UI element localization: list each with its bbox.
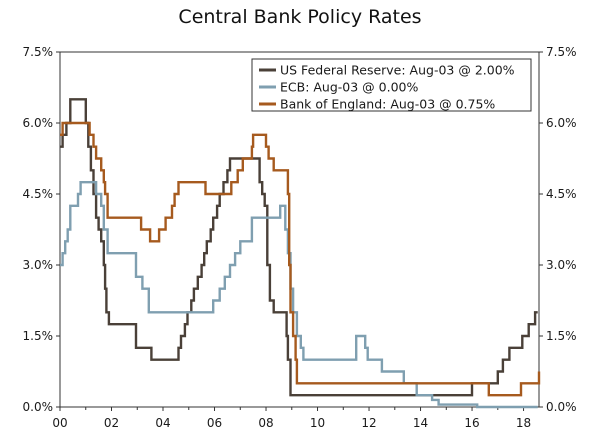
x-tick-label: 02 [104,416,119,430]
x-tick-label: 04 [155,416,170,430]
x-tick-label: 16 [464,416,479,430]
x-tick-label: 08 [258,416,273,430]
y-tick-label-left: 7.5% [23,45,54,59]
y-tick-label-left: 0.0% [23,400,54,414]
x-tick-label: 12 [361,416,376,430]
y-tick-label-right: 3.0% [546,258,577,272]
axis-ticks: 0.0% 0.0% 1.5% 1.5% 3.0% 3.0% 4.5% 4.5% 6.0% 6.0%… [23,45,577,430]
x-tick-label: 00 [52,416,67,430]
y-tick-label-right: 0.0% [546,400,577,414]
series-line-bank-of-england [60,121,541,397]
legend-label: US Federal Reserve: Aug-03 @ 2.00% [280,63,515,78]
series-line-ecb [60,181,538,409]
plot-frame [59,51,540,408]
x-tick-label: 14 [413,416,428,430]
y-tick-label-left: 6.0% [23,116,54,130]
legend-box [251,58,532,112]
y-tick-label-left: 1.5% [23,329,54,343]
legend: US Federal Reserve: Aug-03 @ 2.00% ECB: A… [251,58,532,112]
legend-label: Bank of England: Aug-03 @ 0.75% [280,97,495,112]
series-lines [60,98,541,409]
y-tick-label-left: 4.5% [23,187,54,201]
y-tick-label-right: 4.5% [546,187,577,201]
chart-title: Central Bank Policy Rates [178,6,422,28]
y-tick-label-left: 3.0% [23,258,54,272]
y-tick-label-right: 6.0% [546,116,577,130]
y-tick-label-right: 1.5% [546,329,577,343]
legend-label: ECB: Aug-03 @ 0.00% [280,80,418,95]
series-line-us-federal-reserve [60,98,538,397]
x-tick-label: 10 [310,416,325,430]
x-tick-label: 18 [516,416,531,430]
x-tick-label: 06 [207,416,222,430]
y-tick-label-right: 7.5% [546,45,577,59]
